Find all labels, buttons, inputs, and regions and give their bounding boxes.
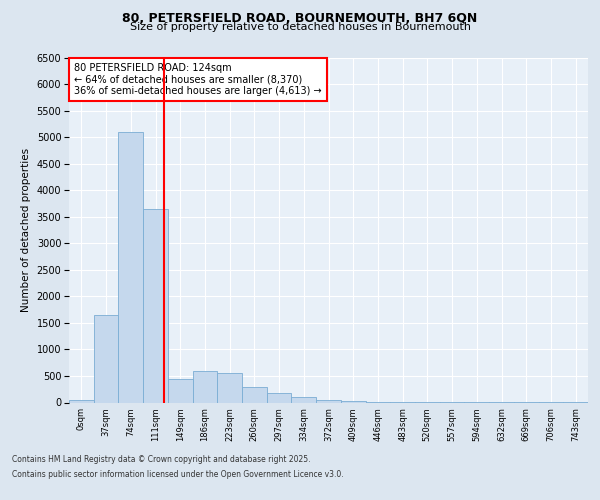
- Text: Size of property relative to detached houses in Bournemouth: Size of property relative to detached ho…: [130, 22, 470, 32]
- Text: Contains HM Land Registry data © Crown copyright and database right 2025.: Contains HM Land Registry data © Crown c…: [12, 455, 311, 464]
- Y-axis label: Number of detached properties: Number of detached properties: [21, 148, 31, 312]
- Text: 80 PETERSFIELD ROAD: 124sqm
← 64% of detached houses are smaller (8,370)
36% of : 80 PETERSFIELD ROAD: 124sqm ← 64% of det…: [74, 62, 322, 96]
- Bar: [267, 393, 292, 402]
- Bar: [94, 315, 118, 402]
- Bar: [242, 386, 267, 402]
- Bar: [69, 400, 94, 402]
- Text: Contains public sector information licensed under the Open Government Licence v3: Contains public sector information licen…: [12, 470, 344, 479]
- Bar: [168, 378, 193, 402]
- Bar: [143, 209, 168, 402]
- Bar: [316, 400, 341, 402]
- Bar: [118, 132, 143, 402]
- Bar: [193, 370, 217, 402]
- Bar: [217, 374, 242, 402]
- Text: 80, PETERSFIELD ROAD, BOURNEMOUTH, BH7 6QN: 80, PETERSFIELD ROAD, BOURNEMOUTH, BH7 6…: [122, 12, 478, 26]
- Bar: [341, 401, 365, 402]
- Bar: [292, 397, 316, 402]
